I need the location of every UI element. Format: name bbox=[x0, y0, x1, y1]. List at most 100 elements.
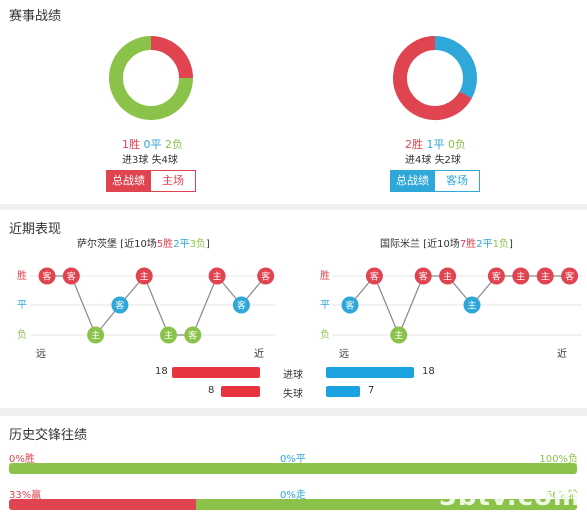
right-form-close: ] bbox=[508, 239, 513, 250]
left-row-label-win: 胜 bbox=[17, 271, 27, 282]
left-near-label: 近 bbox=[254, 349, 264, 360]
right-donut-win-segment bbox=[393, 36, 472, 120]
left-form-match-venue-label: 主 bbox=[213, 271, 222, 283]
left-form-match-marker[interactable] bbox=[232, 296, 250, 314]
summary-title: 赛事战绩 bbox=[9, 9, 62, 24]
left-form-match-marker[interactable] bbox=[87, 326, 105, 344]
h2h-cover-loss-pct: 66%输 bbox=[545, 490, 578, 501]
left-donut-win-segment bbox=[150, 36, 193, 79]
left-form-draws: 2平 bbox=[173, 239, 190, 250]
left-form-trend-line bbox=[47, 274, 267, 337]
left-goals-conceded: 失4球 bbox=[151, 155, 178, 166]
left-loss-count: 2负 bbox=[165, 138, 183, 151]
left-row-label-draw: 平 bbox=[17, 300, 27, 311]
right-form-match-venue-label: 主 bbox=[467, 300, 476, 312]
h2h-handicap-loss-segment bbox=[196, 499, 577, 510]
right-form-match-venue-label: 客 bbox=[565, 271, 574, 283]
right-conceded-value: 7 bbox=[368, 385, 375, 396]
right-form-match-marker[interactable] bbox=[512, 267, 530, 285]
right-form-match-venue-label: 主 bbox=[394, 330, 403, 342]
right-scored-bar bbox=[326, 367, 414, 378]
left-form-match-marker[interactable] bbox=[111, 296, 129, 314]
right-donut-chart bbox=[393, 36, 477, 120]
left-form-close: ] bbox=[205, 239, 210, 250]
left-form-match-venue-label: 客 bbox=[42, 271, 51, 283]
right-loss-count: 0负 bbox=[448, 138, 466, 151]
left-form-losses: 3负 bbox=[189, 239, 206, 250]
right-goals-conceded: 失2球 bbox=[434, 155, 461, 166]
left-goals-scored: 进3球 bbox=[122, 155, 149, 166]
right-form-match-venue-label: 客 bbox=[492, 271, 501, 283]
scored-label: 进球 bbox=[283, 370, 303, 381]
left-row-label-loss: 负 bbox=[17, 330, 27, 341]
right-goals: 进4球 失2球 bbox=[405, 151, 461, 166]
right-form-match-venue-label: 客 bbox=[345, 300, 354, 312]
left-donut-loss-segment bbox=[109, 36, 193, 120]
right-tab-total-record[interactable]: 总战绩 bbox=[390, 170, 435, 192]
left-form-match-marker[interactable] bbox=[135, 267, 153, 285]
left-form-match-venue-label: 主 bbox=[91, 330, 100, 342]
right-team-form-header: 国际米兰 [近10场7胜2平1负] bbox=[380, 235, 513, 250]
site-watermark: 5btv.com bbox=[438, 482, 581, 512]
h2h-loss-pct: 100%负 bbox=[539, 454, 578, 465]
h2h-win-pct: 0%胜 bbox=[9, 454, 35, 465]
right-draw-count: 1平 bbox=[426, 138, 445, 151]
left-form-match-venue-label: 主 bbox=[164, 330, 173, 342]
left-donut-chart bbox=[109, 36, 193, 120]
summary-panel: 赛事战绩 1胜 0平 2负 进3球 失4球 总战绩 主场 2胜 1平 0负 进4… bbox=[0, 0, 587, 204]
left-win-count: 1胜 bbox=[122, 138, 140, 151]
right-form-trend-line bbox=[349, 274, 570, 337]
left-form-match-marker[interactable] bbox=[160, 326, 177, 344]
recent-panel: 近期表现 萨尔茨堡 [近10场5胜2平3负] 国际米兰 [近10场7胜2平1负]… bbox=[0, 210, 587, 408]
left-form-match-venue-label: 客 bbox=[188, 330, 197, 342]
right-far-label: 远 bbox=[339, 349, 349, 360]
right-form-match-marker[interactable] bbox=[414, 267, 432, 285]
right-form-match-marker[interactable] bbox=[463, 296, 481, 314]
right-form-draws: 2平 bbox=[476, 239, 493, 250]
left-conceded-value: 8 bbox=[208, 385, 215, 396]
right-form-match-marker[interactable] bbox=[536, 267, 554, 285]
left-form-match-marker[interactable] bbox=[62, 267, 80, 285]
left-form-match-venue-label: 主 bbox=[140, 271, 149, 283]
h2h-result-loss-segment bbox=[9, 463, 577, 474]
left-scored-value: 18 bbox=[155, 366, 168, 377]
left-form-match-marker[interactable] bbox=[184, 326, 202, 344]
right-tab-away[interactable]: 客场 bbox=[434, 170, 480, 192]
conceded-label: 失球 bbox=[283, 389, 303, 400]
right-form-match-venue-label: 主 bbox=[443, 271, 452, 283]
right-conceded-bar bbox=[326, 386, 360, 397]
right-goals-scored: 进4球 bbox=[405, 155, 432, 166]
left-team-form-header: 萨尔茨堡 [近10场5胜2平3负] bbox=[77, 235, 210, 250]
left-scored-bar bbox=[172, 367, 260, 378]
left-conceded-bar bbox=[221, 386, 260, 397]
right-form-match-venue-label: 主 bbox=[541, 271, 550, 283]
right-form-match-venue-label: 客 bbox=[370, 271, 379, 283]
left-tab-home[interactable]: 主场 bbox=[150, 170, 196, 192]
h2h-draw-pct: 0%平 bbox=[280, 454, 306, 465]
right-row-label-loss: 负 bbox=[320, 330, 330, 341]
left-draw-count: 0平 bbox=[143, 138, 162, 151]
h2h-panel: 历史交锋往绩 0%胜 0%平 100%负 33%赢 0%走 66%输 5btv.… bbox=[0, 416, 587, 514]
right-form-match-marker[interactable] bbox=[439, 267, 457, 285]
right-form-losses: 1负 bbox=[492, 239, 509, 250]
right-form-match-marker[interactable] bbox=[487, 267, 505, 285]
left-form-match-marker[interactable] bbox=[208, 267, 226, 285]
right-form-match-marker[interactable] bbox=[390, 326, 408, 344]
h2h-handicap-win-segment bbox=[9, 499, 197, 510]
right-donut-draw-segment bbox=[434, 36, 477, 99]
right-form-match-venue-label: 客 bbox=[419, 271, 428, 283]
left-form-match-marker[interactable] bbox=[38, 267, 56, 285]
h2h-cover-win-pct: 33%赢 bbox=[9, 490, 42, 501]
left-form-match-marker[interactable] bbox=[257, 267, 275, 285]
right-form-match-marker[interactable] bbox=[365, 267, 383, 285]
h2h-result-bar bbox=[9, 463, 577, 474]
right-scored-value: 18 bbox=[422, 366, 435, 377]
left-form-match-venue-label: 客 bbox=[67, 271, 76, 283]
left-form-match-venue-label: 客 bbox=[261, 271, 270, 283]
right-form-match-marker[interactable] bbox=[341, 296, 359, 314]
left-tab-total-record[interactable]: 总战绩 bbox=[106, 170, 151, 192]
right-form-match-marker[interactable] bbox=[561, 267, 579, 285]
right-form-wins: 7胜 bbox=[459, 239, 477, 250]
right-form-chart: 客客主客 主主客主主客 bbox=[332, 267, 582, 344]
left-form-match-venue-label: 客 bbox=[115, 300, 124, 312]
